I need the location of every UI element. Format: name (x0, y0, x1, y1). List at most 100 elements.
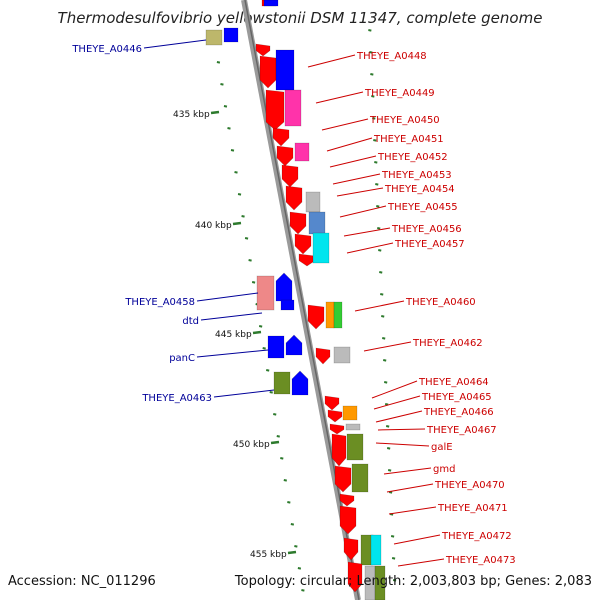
cds-feature (325, 301, 335, 329)
reverse-gene-label: panC (169, 353, 195, 364)
forward-gene-label: THEYE_A0462 (412, 338, 483, 349)
cds-forward-arrow (307, 304, 325, 330)
scale-tick (230, 149, 235, 152)
forward-gene-label: THEYE_A0460 (405, 297, 476, 308)
forward-leader-line (375, 442, 430, 447)
scale-tick (241, 215, 245, 218)
forward-leader-line (326, 137, 373, 152)
cds-forward-arrow (331, 433, 347, 467)
scale-tick (276, 435, 280, 438)
cds-feature (223, 27, 239, 43)
cds-feature (342, 405, 358, 421)
cds-reverse-arrow (291, 370, 309, 396)
cds-forward-arrow (343, 537, 359, 561)
forward-leader-line (371, 380, 418, 399)
forward-gene-label: THEYE_A0455 (387, 202, 458, 213)
scale-major-tick (270, 440, 280, 445)
cds-forward-arrow (285, 185, 303, 211)
cds-feature (205, 29, 223, 46)
forward-gene-label: THEYE_A0449 (364, 88, 435, 99)
cds-reverse-arrow (275, 272, 293, 302)
forward-leader-line (339, 205, 387, 218)
scale-tick (283, 479, 287, 482)
reverse-leader-line (196, 292, 259, 302)
forward-leader-line (388, 506, 437, 515)
forward-gene-label: galE (431, 442, 453, 453)
cds-forward-arrow (339, 505, 357, 535)
forward-leader-line (375, 410, 423, 423)
outer-tick (378, 249, 382, 252)
scale-tick (290, 523, 295, 526)
outer-tick (392, 579, 397, 582)
forward-gene-label: THEYE_A0456 (391, 224, 462, 235)
forward-gene-label: THEYE_A0451 (373, 134, 444, 145)
outer-tick (391, 557, 396, 560)
outer-tick (373, 139, 377, 142)
scale-label: 455 kbp (250, 550, 287, 560)
outer-tick (390, 535, 395, 538)
cds-forward-arrow (289, 211, 307, 235)
outer-tick (377, 227, 381, 230)
outer-tick (383, 381, 388, 384)
scale-tick (216, 61, 221, 64)
reverse-leader-line (196, 349, 269, 358)
cds-feature (294, 142, 310, 162)
forward-leader-line (377, 428, 426, 431)
reverse-leader-line (213, 389, 275, 398)
outer-tick (384, 403, 389, 406)
cds-feature (346, 433, 364, 461)
scale-tick (269, 391, 273, 394)
forward-leader-line (343, 227, 391, 237)
scale-tick (220, 83, 224, 86)
scale-tick (237, 193, 242, 196)
cds-feature (370, 534, 382, 566)
outer-tick (374, 161, 378, 164)
backbone-outer (241, 0, 361, 600)
cds-feature (275, 49, 295, 91)
cds-feature (333, 301, 343, 329)
scale-tick (251, 281, 256, 284)
forward-gene-label: THEYE_A0472 (441, 531, 512, 542)
cds-forward-arrow (324, 395, 340, 411)
forward-leader-line (354, 300, 405, 312)
forward-gene-label: THEYE_A0454 (384, 184, 455, 195)
cds-feature (312, 232, 330, 264)
outer-tick (380, 293, 384, 296)
outer-tick (385, 425, 390, 428)
forward-leader-line (383, 467, 432, 475)
scale-tick (258, 325, 263, 328)
forward-gene-label: THEYE_A0471 (437, 503, 508, 514)
forward-leader-line (307, 54, 356, 68)
outer-tick (369, 51, 373, 54)
scale-tick (234, 171, 238, 174)
scale-tick (301, 589, 305, 592)
scale-tick (227, 127, 231, 130)
scale-major-tick (232, 221, 242, 226)
outer-tick (388, 491, 393, 494)
genome-summary-text: Topology: circular; Length: 2,003,803 bp… (234, 574, 592, 589)
map-title: Thermodesulfovibrio yellowstonii DSM 113… (57, 9, 543, 27)
cds-feature (351, 463, 369, 493)
scale-label: 445 kbp (215, 330, 252, 340)
outer-tick (386, 447, 391, 450)
reverse-gene-label: THEYE_A0446 (71, 44, 142, 55)
forward-leader-line (336, 187, 384, 197)
forward-gene-label: THEYE_A0452 (377, 152, 448, 163)
cds-forward-arrow (298, 253, 316, 267)
scale-tick (280, 457, 284, 460)
cds-feature (305, 191, 321, 213)
forward-leader-line (393, 534, 441, 545)
cds-forward-arrow (276, 145, 294, 167)
forward-gene-label: gmd (433, 464, 455, 475)
forward-gene-label: THEYE_A0464 (418, 377, 489, 388)
cds-feature (273, 371, 291, 395)
outer-tick (376, 205, 380, 208)
forward-leader-line (329, 155, 377, 168)
forward-leader-line (397, 558, 445, 567)
scale-label: 440 kbp (195, 221, 232, 231)
cds-feature (345, 423, 361, 431)
forward-leader-line (386, 483, 434, 493)
forward-gene-label: THEYE_A0470 (434, 480, 505, 491)
cds-forward-arrow (265, 89, 285, 131)
